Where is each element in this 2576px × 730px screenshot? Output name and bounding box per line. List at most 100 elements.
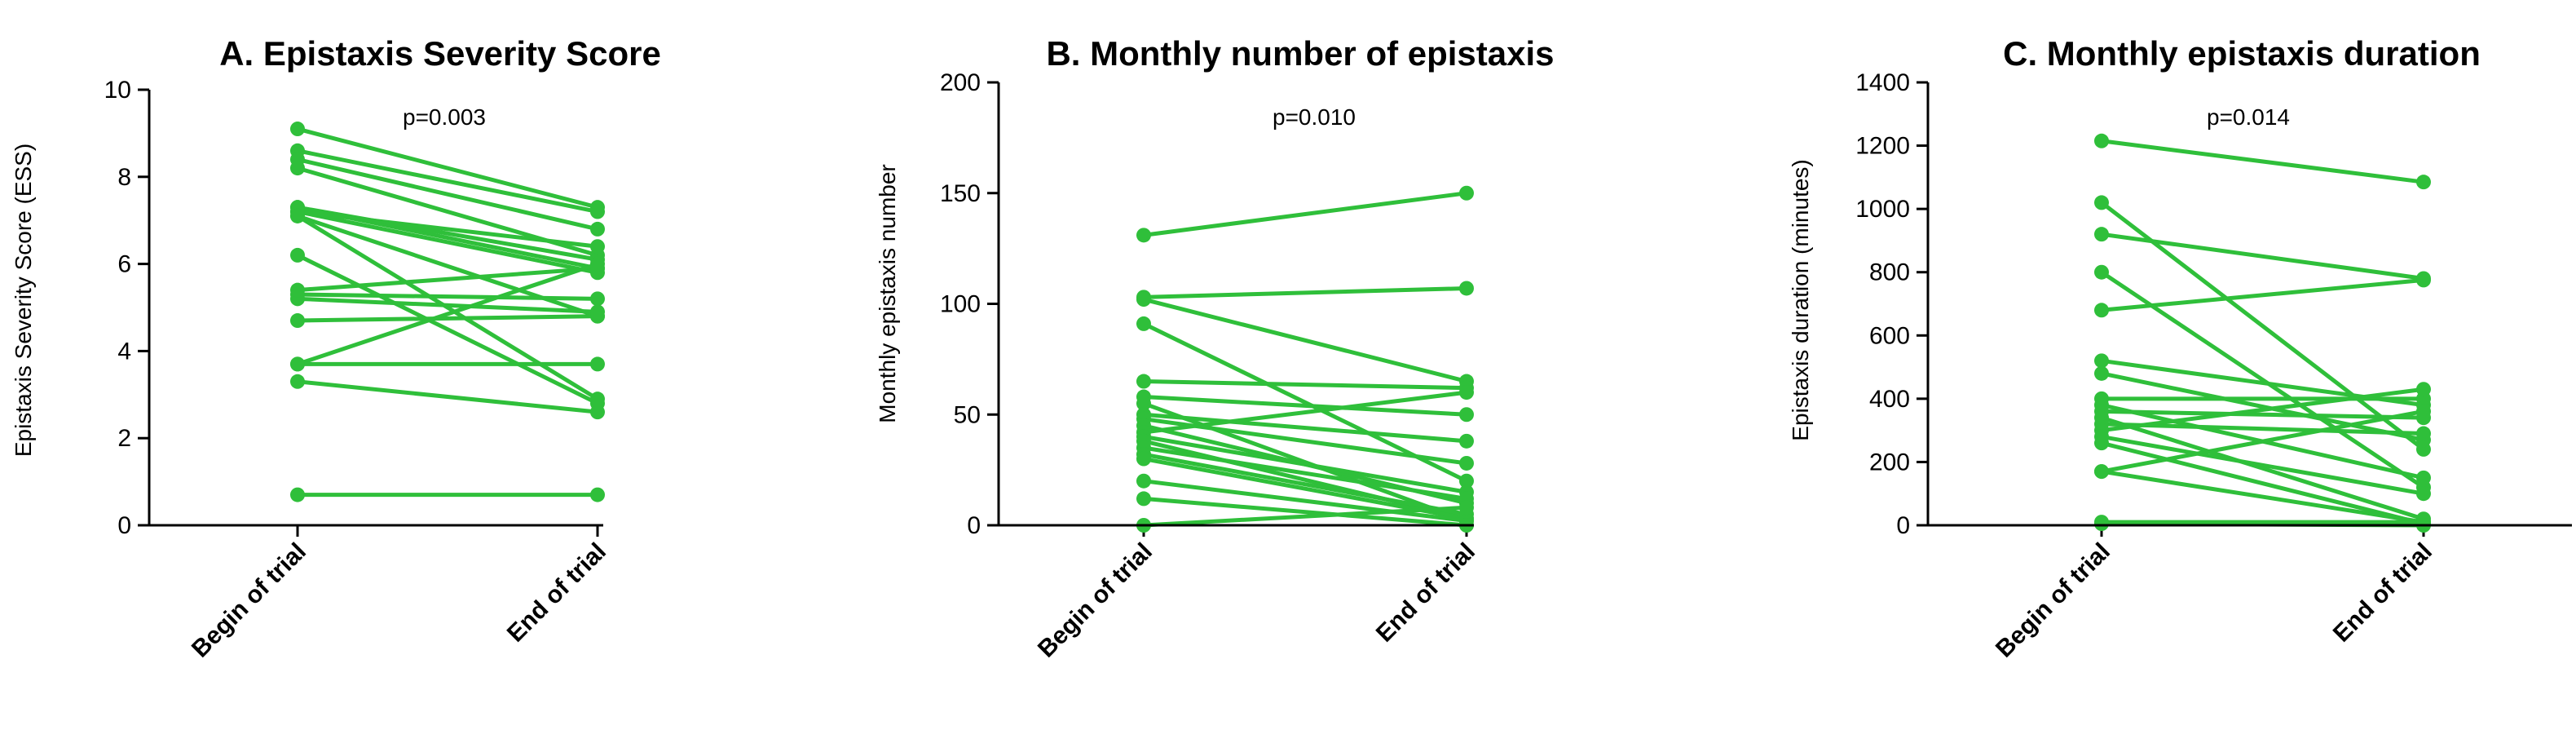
panel-c-chart: C. Monthly epistaxis duration p=0.014 Ep… — [1788, 34, 2572, 663]
series-line — [2101, 440, 2424, 526]
x-axis-ticks: Begin of trial End of trial — [187, 525, 611, 663]
data-point — [1459, 455, 1474, 471]
y-tick-label: 50 — [954, 401, 981, 428]
series-line — [2101, 387, 2424, 433]
chart-title: B. Monthly number of epistaxis — [1046, 34, 1554, 73]
data-point — [2094, 464, 2109, 480]
series-line — [297, 126, 598, 210]
data-point — [590, 291, 605, 307]
series-line — [297, 292, 598, 301]
y-tick-label: 1000 — [1855, 196, 1910, 223]
y-axis-label: Epistaxis duration (minutes) — [1788, 159, 1813, 440]
series-line — [2101, 232, 2424, 281]
data-point — [2094, 303, 2109, 318]
data-point — [1136, 451, 1151, 467]
series-line — [2101, 371, 2424, 442]
data-point — [290, 374, 305, 389]
x-axis-ticks: Begin of trial End of trial — [1033, 525, 1480, 663]
series-line — [2101, 469, 2424, 524]
series-line — [1143, 412, 1467, 444]
y-axis-label: Epistaxis Severity Score (ESS) — [11, 144, 36, 457]
series-points — [2094, 133, 2431, 533]
series-line — [2101, 434, 2424, 496]
data-point — [1459, 500, 1474, 515]
series-line — [1143, 479, 1467, 524]
data-point — [590, 239, 605, 254]
series-line — [2101, 277, 2424, 312]
data-point — [2094, 133, 2109, 148]
data-point — [2416, 272, 2431, 288]
series-line — [1143, 445, 1467, 501]
y-tick-label: 0 — [967, 512, 981, 539]
series-line — [297, 379, 598, 414]
data-point — [590, 256, 605, 272]
data-point — [590, 204, 605, 219]
y-axis-label: Monthly epistaxis number — [875, 164, 900, 423]
p-value-annotation: p=0.010 — [1273, 104, 1356, 130]
y-tick-label: 150 — [940, 180, 981, 207]
series-line — [297, 296, 598, 314]
data-point — [2416, 486, 2431, 502]
series-line — [2101, 415, 2424, 521]
series-line — [297, 314, 598, 323]
series-line — [2100, 201, 2425, 451]
y-tick-label: 8 — [117, 164, 131, 191]
series-line — [1143, 401, 1467, 523]
chart-title: C. Monthly epistaxis duration — [2003, 34, 2481, 73]
y-tick-label: 200 — [940, 69, 981, 96]
data-point — [1136, 473, 1151, 489]
data-point — [590, 308, 605, 324]
series-line — [2101, 139, 2424, 184]
series-line — [1143, 496, 1467, 528]
data-point — [290, 122, 305, 137]
p-value-annotation: p=0.003 — [403, 104, 486, 130]
series-line — [1143, 395, 1467, 417]
series-line — [2100, 270, 2425, 489]
data-point — [2094, 436, 2109, 451]
series-line — [1143, 452, 1467, 516]
series-line — [1143, 297, 1467, 383]
y-axis-ticks: 0 200 400 600 800 1000 1200 1400 — [1855, 69, 1928, 539]
data-point — [1459, 433, 1474, 449]
y-tick-label: 200 — [1869, 449, 1910, 476]
series-line — [1143, 191, 1467, 237]
data-point — [590, 221, 605, 237]
y-tick-label: 0 — [1896, 512, 1910, 539]
panel-a-chart: A. Epistaxis Severity Score p=0.003 Epis… — [11, 34, 661, 663]
series-line — [297, 157, 598, 232]
panel-b-chart: B. Monthly number of epistaxis p=0.010 M… — [875, 34, 1555, 663]
data-point — [1136, 228, 1151, 243]
data-point — [290, 313, 305, 329]
data-point — [2416, 470, 2431, 485]
series-points — [1136, 185, 1474, 533]
data-point — [1136, 316, 1151, 331]
x-tick-label: Begin of trial — [1033, 538, 1158, 663]
data-point — [590, 487, 605, 502]
chart-title: A. Epistaxis Severity Score — [219, 34, 661, 73]
y-axis-ticks: 0 50 100 150 200 — [940, 69, 999, 539]
y-tick-label: 10 — [104, 77, 131, 104]
y-tick-label: 1400 — [1855, 69, 1910, 96]
data-point — [290, 247, 305, 263]
series-line — [2101, 409, 2424, 474]
y-tick-label: 1200 — [1855, 133, 1910, 160]
x-tick-label: Begin of trial — [187, 538, 311, 663]
series-line — [296, 253, 599, 405]
data-point — [1459, 281, 1474, 296]
data-point — [1136, 292, 1151, 307]
data-point — [1136, 396, 1151, 411]
data-point — [2094, 353, 2109, 369]
y-tick-label: 400 — [1869, 386, 1910, 413]
series-line — [297, 148, 598, 214]
data-point — [1136, 374, 1151, 389]
data-point — [2416, 404, 2431, 419]
series-line — [297, 262, 598, 366]
series-line — [1143, 505, 1467, 528]
x-tick-label: End of trial — [2328, 538, 2437, 648]
data-point — [590, 405, 605, 420]
series-line — [1143, 379, 1467, 391]
data-point — [2416, 175, 2431, 190]
series-points — [290, 122, 605, 502]
y-tick-label: 800 — [1869, 259, 1910, 286]
